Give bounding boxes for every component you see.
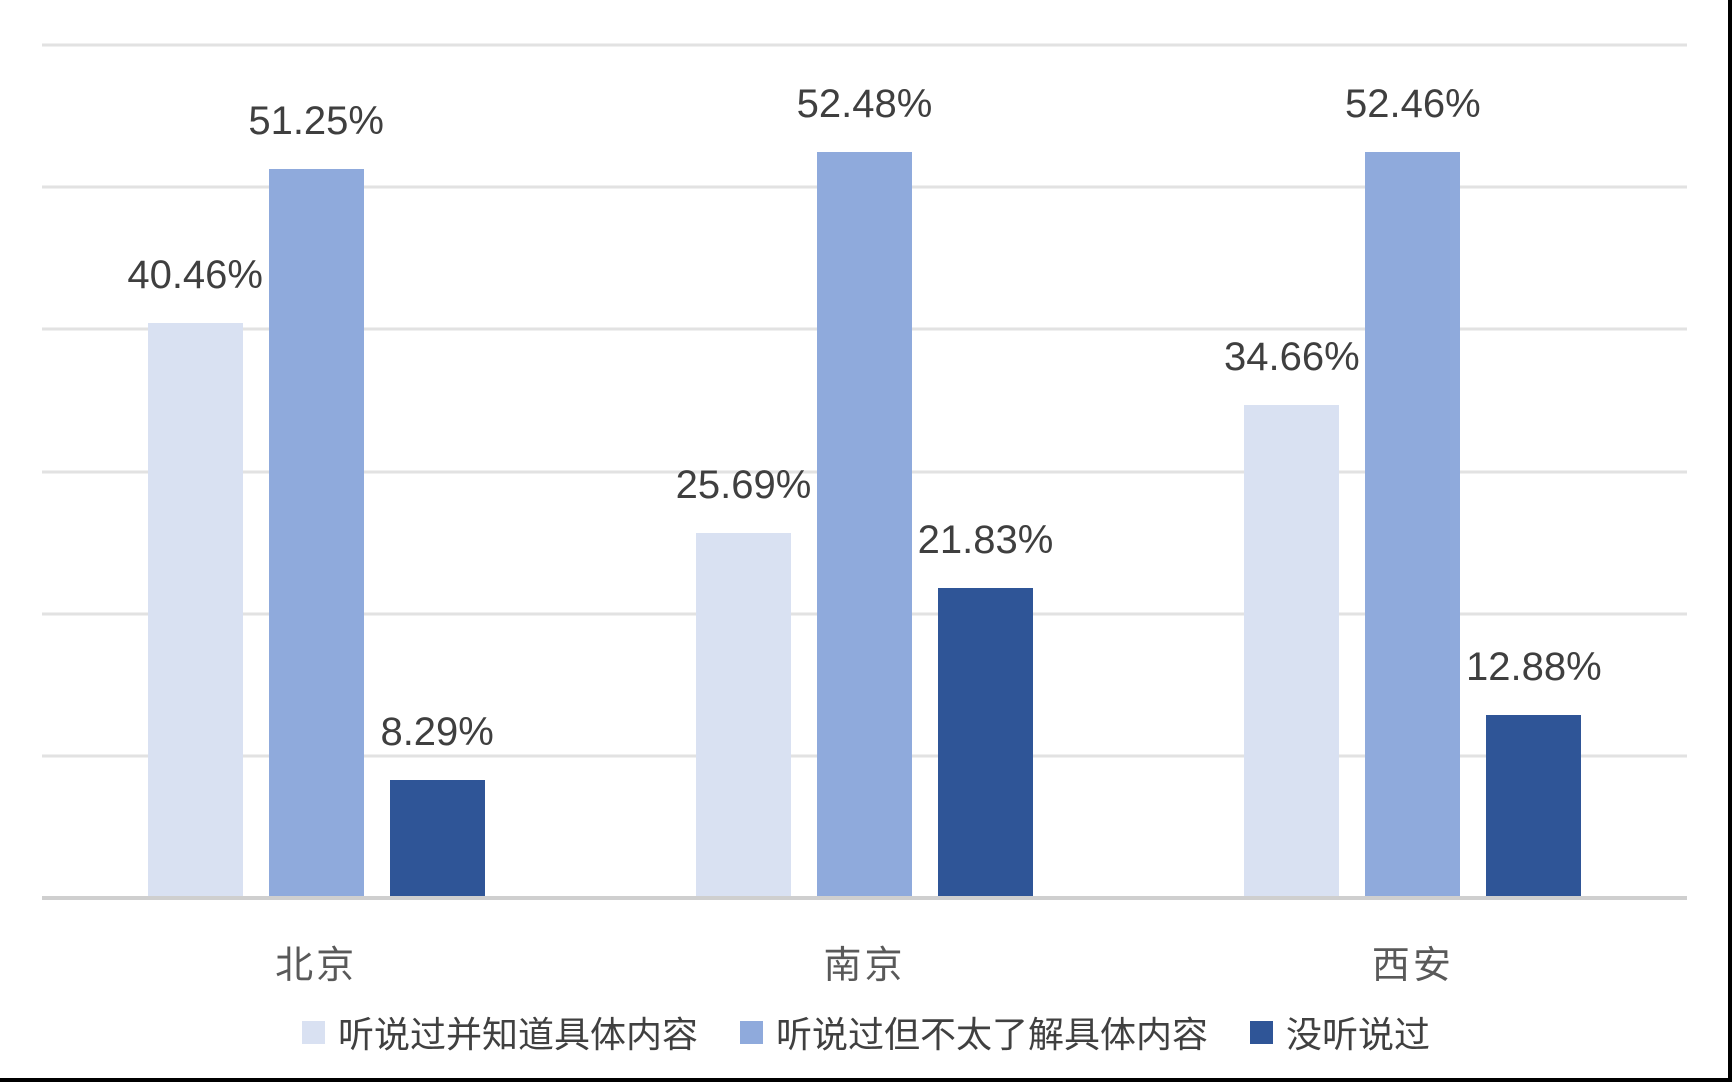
bar-series3-南京 [937, 587, 1033, 898]
category-label-1: 北京 [275, 945, 358, 987]
bar-group-2: 25.69% 52.48% 21.83% [590, 45, 1138, 898]
bar-series3-西安 [1486, 714, 1582, 898]
bar-series2-南京 [816, 151, 912, 898]
bar-slot: 25.69% [676, 45, 811, 898]
legend-label: 听说过并知道具体内容 [337, 1014, 698, 1055]
legend-item-1: 听说过并知道具体内容 [301, 1006, 698, 1058]
bar-slot: 8.29% [380, 45, 494, 898]
data-label: 51.25% [248, 99, 384, 144]
bar-slot: 52.48% [797, 45, 932, 898]
legend-label: 听说过但不太了解具体内容 [775, 1014, 1208, 1055]
category-label-2: 南京 [823, 945, 906, 987]
bar-group-1: 40.46% 51.25% 8.29% [42, 45, 590, 898]
bar-series1-南京 [695, 532, 791, 898]
bar-slot: 51.25% [248, 45, 384, 898]
legend: 听说过并知道具体内容 听说过但不太了解具体内容 没听说过 [0, 1006, 1732, 1058]
legend-label: 没听说过 [1286, 1014, 1431, 1055]
category-axis: 北京 南京 西安 [42, 934, 1687, 989]
legend-item-3: 没听说过 [1250, 1006, 1430, 1058]
legend-swatch-icon [739, 1020, 763, 1044]
bar-slot: 34.66% [1224, 45, 1360, 898]
bar-slot: 12.88% [1466, 45, 1602, 898]
data-label: 52.48% [796, 81, 933, 126]
plot-area: 40.46% 51.25% 8.29% 25.69% 52.48% 21.83% 34.66… [42, 43, 1687, 900]
data-label: 12.88% [1465, 644, 1602, 689]
bar-group-3: 34.66% 52.46% 12.88% [1139, 45, 1687, 898]
data-label: 25.69% [675, 462, 812, 507]
category-label-3: 西安 [1371, 945, 1454, 987]
bar-slot: 52.46% [1345, 45, 1481, 898]
legend-swatch-icon [1250, 1020, 1273, 1044]
data-label: 40.46% [127, 252, 263, 297]
x-axis-line [42, 896, 1687, 900]
data-label: 21.83% [917, 517, 1054, 562]
data-label: 52.46% [1344, 82, 1481, 127]
data-label: 8.29% [380, 710, 494, 755]
bar-series1-北京 [147, 322, 243, 898]
image-border-bottom [0, 1078, 1732, 1082]
bar-slot: 40.46% [127, 45, 263, 898]
bar-series2-西安 [1365, 152, 1461, 898]
bar-slot: 21.83% [918, 45, 1053, 898]
bar-groups-container: 40.46% 51.25% 8.29% 25.69% 52.48% 21.83% 34.66… [42, 45, 1687, 898]
gridline [42, 43, 1687, 47]
legend-item-2: 听说过但不太了解具体内容 [739, 1006, 1208, 1058]
image-border-right [1728, 0, 1732, 1082]
legend-swatch-icon [301, 1020, 325, 1044]
bar-series1-西安 [1244, 405, 1340, 898]
data-label: 34.66% [1223, 335, 1360, 380]
bar-series3-北京 [389, 780, 485, 898]
bar-series2-北京 [268, 169, 364, 898]
